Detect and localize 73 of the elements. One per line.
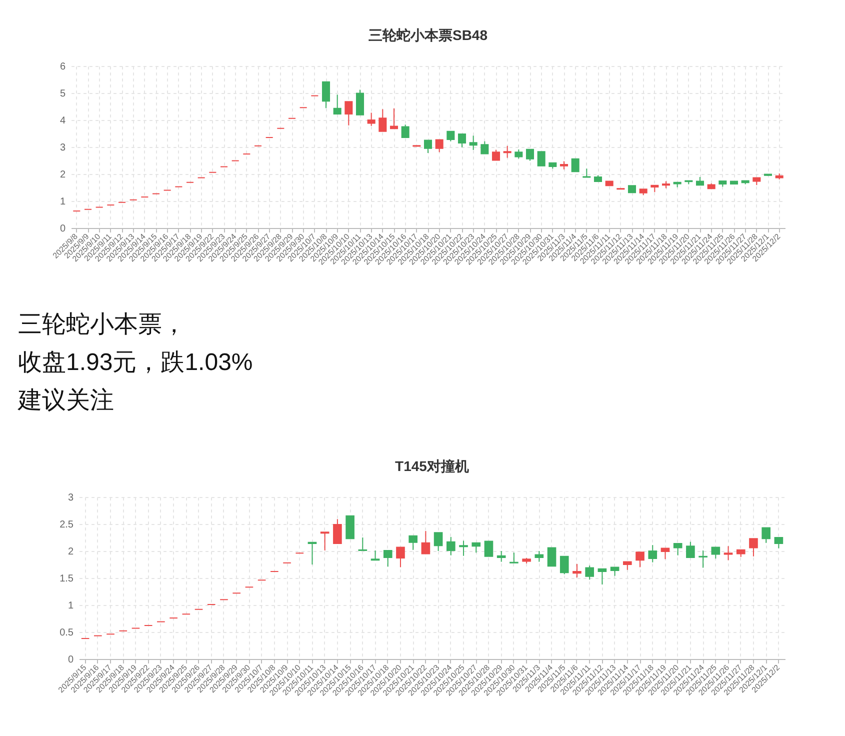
candlestick	[648, 544, 658, 563]
candlestick	[472, 542, 481, 554]
y-tick-label: 6	[60, 62, 66, 72]
candlestick	[401, 124, 410, 138]
candlestick	[344, 101, 353, 126]
y-tick-label: 0	[68, 654, 74, 666]
candlestick	[673, 542, 682, 556]
candlestick	[459, 540, 468, 556]
candlestick	[711, 546, 720, 560]
text: 建议关注	[18, 386, 115, 416]
candlestick	[484, 540, 494, 557]
candlestick	[547, 547, 556, 567]
candlestick	[435, 139, 444, 153]
candlestick	[458, 134, 466, 148]
candlestick	[356, 89, 364, 116]
candlestick	[686, 541, 695, 558]
y-tick-label: 5	[60, 88, 66, 100]
candlestick	[383, 550, 392, 568]
candlestick	[320, 532, 330, 551]
candlestick	[537, 151, 546, 166]
y-tick-label: 2	[60, 170, 66, 180]
y-tick-label: 1.5	[60, 574, 74, 584]
candlestick	[598, 568, 607, 585]
candlestick	[390, 108, 398, 130]
candlestick	[492, 149, 500, 161]
candlestick	[571, 158, 580, 172]
candlestick	[424, 140, 432, 154]
chart-title: T145对撞机	[395, 458, 469, 474]
candlestick	[408, 535, 418, 550]
candlestick	[358, 537, 368, 551]
y-tick-label: 2	[68, 546, 74, 558]
candlestick	[308, 542, 317, 565]
candlestick	[585, 565, 594, 580]
candlestick	[346, 515, 354, 540]
candlestick	[421, 530, 430, 554]
candlestick	[496, 550, 506, 562]
candlestick	[572, 563, 582, 578]
candlestick	[446, 536, 456, 556]
candlestick	[526, 148, 534, 162]
y-tick-label: 4	[60, 116, 66, 126]
candlestick	[514, 148, 523, 160]
y-tick-label: 1	[68, 600, 74, 612]
candlestick	[503, 145, 512, 158]
candlestick	[749, 538, 758, 557]
candlestick	[774, 537, 784, 549]
candlestick	[480, 140, 489, 154]
text: 收盘1.93元，跌1.03%	[18, 348, 253, 378]
candlestick	[636, 552, 644, 568]
candlestick	[322, 81, 330, 109]
candlestick	[396, 546, 405, 568]
candlestick	[333, 94, 342, 115]
y-tick-label: 3	[68, 492, 74, 504]
text: 三轮蛇小本票，	[18, 310, 187, 340]
candlestick	[724, 546, 733, 561]
chart-title: 三轮蛇小本票SB48	[368, 27, 488, 43]
y-tick-label: 0.5	[60, 628, 74, 638]
y-tick-label: 2.5	[60, 520, 74, 530]
candlestick	[434, 532, 443, 552]
candlestick	[333, 518, 342, 544]
y-tick-label: 1	[60, 196, 66, 208]
candlestick	[660, 548, 670, 560]
candlestick	[534, 550, 544, 562]
y-tick-label: 0	[60, 224, 66, 234]
candlestick	[469, 135, 478, 150]
candlestick	[446, 130, 455, 142]
candlestick	[560, 556, 569, 575]
candlestick	[378, 108, 387, 132]
candlestick	[698, 550, 708, 568]
candlestick	[370, 550, 380, 561]
candlestick	[762, 527, 770, 544]
candlestick	[367, 112, 376, 126]
y-tick-label: 3	[60, 142, 66, 154]
candlestick	[510, 552, 518, 564]
